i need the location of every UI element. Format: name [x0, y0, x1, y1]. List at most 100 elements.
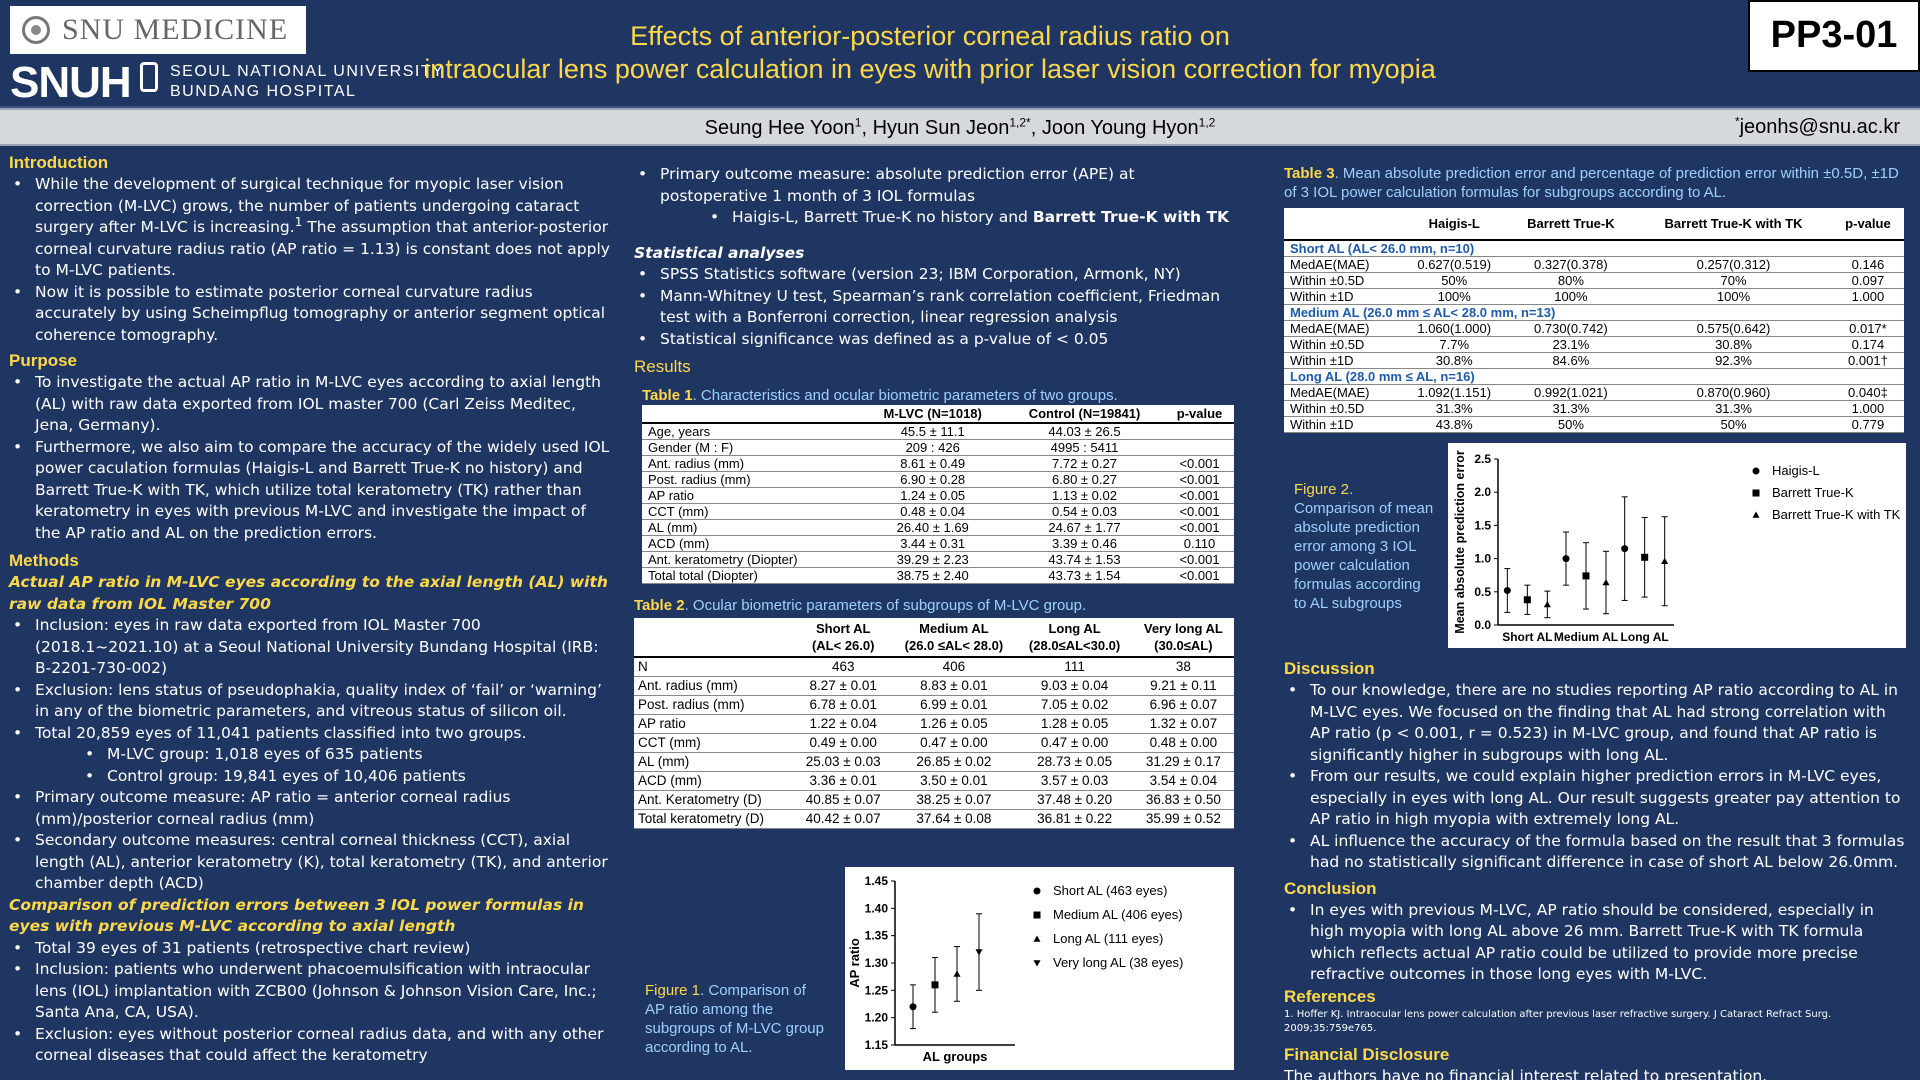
table-cell: CCT (mm): [634, 733, 796, 753]
x-tick-label: Long AL: [1621, 630, 1669, 644]
table1-caption: Table 1. Characteristics and ocular biom…: [642, 386, 1234, 405]
table-cell: 100%: [1635, 288, 1832, 305]
table-cell: 80%: [1506, 272, 1636, 289]
table-cell: Post. radius (mm): [634, 695, 796, 715]
y-tick-label: 0.0: [1474, 618, 1491, 632]
table-cell: 9.21 ± 0.11: [1132, 676, 1234, 696]
table-row: Ant. radius (mm) 8.27 ± 0.01 8.83 ± 0.01 9.…: [634, 676, 1234, 696]
data-point: [1621, 545, 1629, 553]
column-middle: Primary outcome measure: absolute predic…: [634, 150, 1234, 829]
table-cell: 8.27 ± 0.01: [795, 676, 892, 696]
table-row: Post. radius (mm) 6.78 ± 0.01 6.99 ± 0.01 7…: [634, 695, 1234, 715]
table-header-cell: [1284, 208, 1402, 241]
legend-label: Very long AL (38 eyes): [1053, 955, 1183, 970]
author-list: Seung Hee Yoon1, Hyun Sun Jeon1,2*, Joon…: [704, 115, 1216, 139]
table-cell: 30.8%: [1635, 336, 1832, 353]
table-cell: 6.78 ± 0.01: [795, 695, 892, 715]
table-cell: Ant. radius (mm): [642, 455, 862, 472]
section-heading-references: References: [1284, 986, 1376, 1006]
list-item: Exclusion: lens status of pseudophakia, …: [9, 680, 615, 723]
table-cell: <0.001: [1165, 487, 1234, 504]
table-cell: 1.28 ± 0.05: [1016, 714, 1133, 734]
y-tick-label: 1.15: [865, 1038, 889, 1052]
figure2-label: Figure 2: [1294, 481, 1350, 498]
table-cell: Age, years: [642, 423, 862, 440]
table-row: Post. radius (mm) 6.90 ± 0.28 6.80 ± 0.27 <…: [642, 471, 1234, 488]
table-cell: Total keratometry (D): [634, 809, 796, 829]
figure1-caption: Figure 1. Comparison of AP ratio among t…: [645, 981, 825, 1057]
table-cell: 30.8%: [1401, 352, 1507, 369]
university-seal-icon: [22, 16, 50, 44]
column-right: Table 3. Mean absolute prediction error …: [1284, 150, 1908, 433]
methods-list: Inclusion: eyes in raw data exported fro…: [9, 615, 615, 895]
table-cell: 26.85 ± 0.02: [891, 752, 1017, 772]
table-header-cell: M-LVC (N=1018): [861, 405, 1004, 424]
poster-header: SNU MEDICINE SNUH SEOUL NATIONAL UNIVERS…: [0, 0, 1920, 108]
header-line: Medium AL: [919, 621, 989, 636]
methods-list-2: Total 39 eyes of 31 patients (retrospect…: [9, 938, 615, 1067]
table-row: Within ±1D 30.8% 84.6% 92.3% 0.001†: [1284, 352, 1904, 369]
title-line2: intraocular lens power calculation in ey…: [424, 54, 1436, 84]
table-cell: 6.80 ± 0.27: [1003, 471, 1166, 488]
table-row: MedAE(MAE) 0.627(0.519) 0.327(0.378) 0.257(…: [1284, 256, 1904, 273]
table-cell: 37.48 ± 0.20: [1016, 790, 1133, 810]
author-affil: 1: [854, 115, 862, 130]
legend-marker: [1752, 467, 1760, 475]
statistics-list: SPSS Statistics software (version 23; IB…: [634, 264, 1234, 350]
table-group-label: Long AL (28.0 mm ≤ AL, n=16): [1284, 368, 1904, 385]
table-row: CCT (mm) 0.49 ± 0.00 0.47 ± 0.00 0.47 ± 0.0…: [634, 733, 1234, 753]
table-cell: CCT (mm): [642, 503, 862, 520]
table-cell: 1.32 ± 0.07: [1132, 714, 1234, 734]
table-cell: AL (mm): [642, 519, 862, 536]
table-cell: [1165, 423, 1234, 440]
table-cell: <0.001: [1165, 551, 1234, 568]
table-cell: Within ±1D: [1284, 288, 1402, 305]
table-cell: 0.48 ± 0.04: [861, 503, 1004, 520]
table-cell: 0.097: [1831, 272, 1904, 289]
y-tick-label: 0.5: [1474, 585, 1491, 599]
table-cell: <0.001: [1165, 519, 1234, 536]
table-cell: 0.017*: [1831, 320, 1904, 337]
table-row: Within ±1D 43.8% 50% 50% 0.779: [1284, 416, 1904, 433]
section-heading-conclusion: Conclusion: [1284, 878, 1377, 898]
table-cell: <0.001: [1165, 567, 1234, 584]
y-tick-label: 1.30: [865, 956, 889, 970]
figure1-svg: 1.15 1.20 1.25 1.30 1.35 1.40 1.45 AP ratio AL g…: [847, 874, 1183, 1064]
table-row: ACD (mm) 3.36 ± 0.01 3.50 ± 0.01 3.57 ± 0.0…: [634, 771, 1234, 791]
table-cell: Within ±0.5D: [1284, 336, 1402, 353]
y-tick-label: 1.25: [865, 983, 889, 997]
y-tick-label: 2.5: [1474, 452, 1491, 466]
discussion-section: Discussion To our knowledge, there are n…: [1284, 656, 1908, 1080]
table-group-label: Short AL (AL< 26.0 mm, n=10): [1284, 240, 1904, 257]
intro-text-tail: The assumption that anterior-posterior c…: [35, 218, 610, 279]
table-header-cell: [642, 405, 862, 424]
table-cell: <0.001: [1165, 455, 1234, 472]
table-cell: 0.47 ± 0.00: [1016, 733, 1133, 753]
table-cell: 1.22 ± 0.04: [795, 714, 892, 734]
table-row: MedAE(MAE) 1.092(1.151) 0.992(1.021) 0.870(…: [1284, 384, 1904, 401]
section-heading-purpose: Purpose: [9, 351, 78, 370]
contact-email[interactable]: *jeonhs@snu.ac.kr: [1735, 115, 1900, 139]
figure2-caption-text: . Comparison of mean absolute prediction…: [1294, 481, 1434, 612]
table-row: Total keratometry (D) 40.42 ± 0.07 37.64 ±…: [634, 809, 1234, 829]
table-cell: 0.992(1.021): [1506, 384, 1636, 401]
table-cell: 6.99 ± 0.01: [891, 695, 1017, 715]
data-point: [1543, 600, 1551, 608]
formula-list-text: Haigis-L, Barrett True-K no history and: [732, 208, 1033, 226]
table-header-cell: p-value: [1831, 208, 1904, 241]
list-item: In eyes with previous M-LVC, AP ratio sh…: [1284, 900, 1908, 986]
table-cell: AP ratio: [634, 714, 796, 734]
y-axis-label: AP ratio: [847, 938, 862, 988]
table-cell: Within ±0.5D: [1284, 272, 1402, 289]
data-point: [1582, 572, 1590, 580]
table-cell: 0.48 ± 0.00: [1132, 733, 1234, 753]
table-cell: 38: [1132, 657, 1234, 677]
table-cell: 50%: [1635, 416, 1832, 433]
table-cell: 3.50 ± 0.01: [891, 771, 1017, 791]
x-axis-label: AL groups: [923, 1049, 988, 1064]
table-cell: 26.40 ± 1.69: [861, 519, 1004, 536]
section-heading-introduction: Introduction: [9, 153, 109, 172]
table-row: Within ±0.5D 7.7% 23.1% 30.8% 0.174: [1284, 336, 1904, 353]
table-cell: Within ±0.5D: [1284, 400, 1402, 417]
y-tick-label: 2.0: [1474, 485, 1491, 499]
